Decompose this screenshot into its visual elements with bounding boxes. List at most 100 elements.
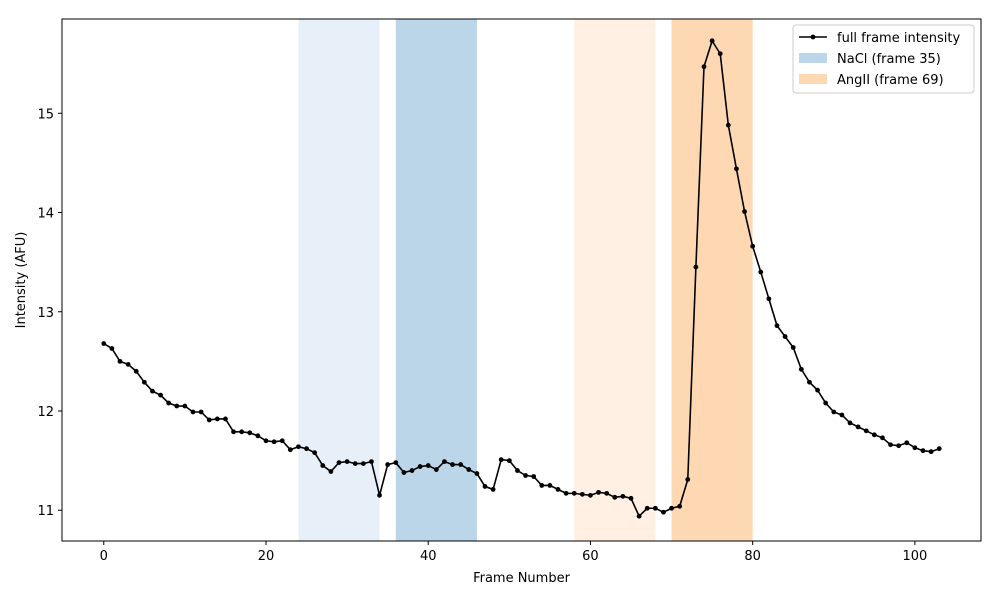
data-point: [888, 442, 893, 448]
data-point: [644, 505, 650, 511]
legend-box: [792, 24, 975, 94]
data-point: [798, 366, 804, 372]
data-point: [312, 450, 318, 456]
data-point: [880, 435, 885, 441]
data-point: [807, 379, 812, 385]
data-point: [579, 491, 585, 497]
legend-label: full frame intensity: [837, 31, 961, 46]
data-point: [182, 403, 188, 409]
highlight-span-3: [574, 19, 656, 541]
data-point: [206, 417, 212, 423]
data-point: [701, 64, 707, 70]
data-point: [174, 403, 180, 409]
data-point: [677, 503, 683, 509]
x-tick-label: 40: [420, 549, 437, 564]
y-tick-label: 13: [37, 306, 54, 321]
data-point: [742, 209, 747, 214]
data-point: [693, 264, 699, 270]
data-point: [896, 443, 902, 449]
legend-label: AngII (frame 69): [837, 73, 944, 88]
data-point: [604, 490, 610, 496]
data-point: [790, 345, 796, 350]
y-axis-ticks: 11 12 13 14 15: [37, 107, 62, 519]
data-point: [612, 494, 618, 500]
legend: full frame intensity NaCl (frame 35) AngII…: [792, 24, 975, 94]
data-point: [198, 409, 204, 415]
data-point: [109, 346, 115, 351]
data-point: [904, 440, 910, 446]
data-point: [498, 457, 504, 463]
data-point: [920, 448, 926, 454]
data-point: [515, 468, 520, 473]
data-point: [393, 460, 399, 466]
data-point: [117, 358, 123, 364]
data-point: [255, 433, 261, 439]
data-point: [125, 361, 131, 367]
data-point: [271, 439, 277, 445]
data-point: [287, 447, 293, 453]
data-point: [133, 368, 139, 374]
data-point: [409, 468, 415, 473]
data-point: [377, 492, 382, 498]
data-point: [474, 471, 480, 476]
data-point: [636, 513, 642, 519]
data-point: [725, 122, 731, 128]
data-point: [774, 323, 780, 329]
data-point: [344, 459, 350, 465]
data-point: [547, 483, 553, 488]
x-axis-label: Frame Number: [473, 571, 571, 586]
data-point: [523, 473, 528, 478]
data-point: [685, 477, 691, 482]
data-point: [750, 243, 756, 249]
data-point: [709, 38, 715, 44]
data-point: [458, 462, 464, 467]
data-point: [239, 429, 245, 435]
highlight-span-4: [671, 19, 753, 541]
data-point: [490, 486, 496, 492]
data-point: [847, 420, 853, 426]
data-point: [669, 505, 674, 511]
data-point: [482, 484, 488, 489]
data-point: [823, 400, 829, 406]
highlight-spans: [298, 19, 753, 541]
y-axis-label: Intensity (AFU): [14, 232, 29, 329]
data-point: [158, 392, 163, 398]
series-line: [103, 38, 940, 518]
series-line-group: [103, 38, 940, 518]
data-point: [304, 446, 309, 452]
data-point: [320, 463, 326, 468]
data-point: [166, 400, 172, 406]
legend-label: NaCl (frame 35): [837, 52, 941, 67]
legend-patch-swatch: [799, 74, 827, 84]
data-point: [385, 462, 391, 467]
data-point: [661, 509, 666, 515]
data-point: [815, 387, 820, 393]
data-point: [734, 166, 739, 172]
data-point: [758, 269, 764, 275]
data-point: [652, 505, 658, 511]
data-point: [588, 492, 593, 498]
y-tick-label: 11: [37, 504, 54, 519]
data-point: [628, 495, 634, 501]
data-point: [328, 469, 334, 474]
data-point: [150, 388, 155, 394]
data-point: [766, 296, 772, 302]
x-tick-label: 80: [744, 549, 761, 564]
data-point: [555, 486, 561, 492]
data-point: [782, 334, 788, 339]
y-tick-label: 14: [37, 207, 54, 222]
data-point: [360, 461, 366, 466]
legend-marker: [810, 34, 816, 40]
x-tick-label: 60: [582, 549, 599, 564]
data-point: [279, 438, 285, 444]
data-point: [863, 428, 869, 434]
data-point: [352, 461, 358, 466]
data-point: [839, 412, 845, 418]
data-point: [141, 379, 147, 385]
data-point: [506, 458, 512, 464]
series-points-group: [101, 38, 942, 519]
data-point: [296, 444, 301, 450]
data-point: [450, 462, 455, 467]
highlight-span-1: [298, 19, 380, 541]
data-point: [855, 424, 861, 430]
